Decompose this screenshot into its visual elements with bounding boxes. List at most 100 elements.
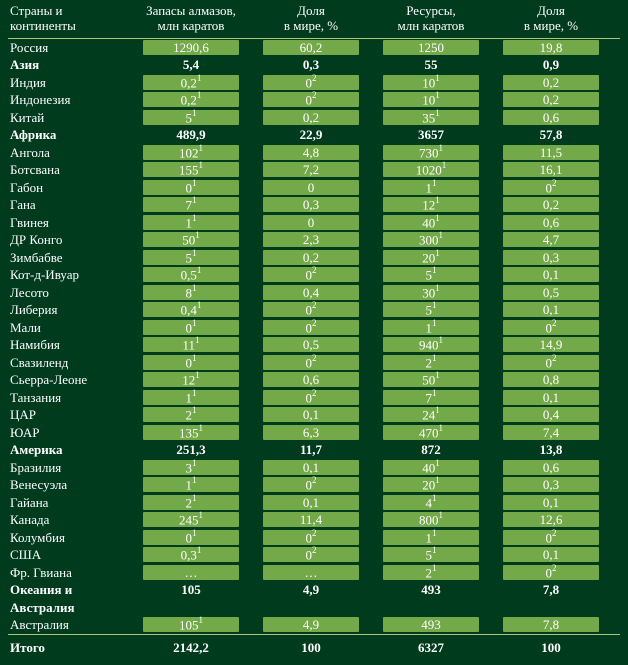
footnote-sup: 1 xyxy=(195,370,200,380)
footnote-sup: 1 xyxy=(199,143,204,153)
row-cell: 21 xyxy=(366,354,496,372)
table-row: Свазиленд01022102 xyxy=(8,354,620,372)
cell-value: 02 xyxy=(546,179,557,196)
cell-value: 1250 xyxy=(418,40,444,56)
cell-value: 21 xyxy=(426,354,437,371)
table-row: Океания и1054,94937,8 xyxy=(8,581,620,599)
row-cell: 3001 xyxy=(366,231,496,249)
cell-value: 5,4 xyxy=(183,57,199,73)
footnote-sup: 2 xyxy=(552,353,557,363)
row-cell: 0,21 xyxy=(126,74,256,92)
row-cell: 0,1 xyxy=(256,406,366,424)
cell-value: 11 xyxy=(426,179,437,196)
row-cell: 0,2 xyxy=(256,109,366,127)
row-cell: 71 xyxy=(366,389,496,407)
row-cell: 51 xyxy=(366,301,496,319)
row-label: Индия xyxy=(8,75,126,91)
row-cell: 7,8 xyxy=(496,616,606,634)
row-cell: 16,1 xyxy=(496,161,606,179)
row-cell: 4,7 xyxy=(496,231,606,249)
cell-value: 7,2 xyxy=(303,162,319,178)
row-cell: 0 xyxy=(256,214,366,232)
row-cell: 2451 xyxy=(126,511,256,529)
footnote-sup: 1 xyxy=(199,615,204,625)
footnote-sup: 2 xyxy=(312,528,317,538)
cell-value: 02 xyxy=(306,319,317,336)
footnote-sup: 1 xyxy=(199,160,204,170)
footnote-sup: 1 xyxy=(192,248,197,258)
table-row: Африка489,922,9365757,8 xyxy=(8,126,620,144)
footnote-sup: 1 xyxy=(435,283,440,293)
footnote-sup: 1 xyxy=(199,510,204,520)
row-cell: 22,9 xyxy=(256,126,366,144)
row-cell: 7,4 xyxy=(496,424,606,442)
row-cell: 0,4 xyxy=(496,406,606,424)
row-cell: 351 xyxy=(366,109,496,127)
footnote-sup: 1 xyxy=(432,528,437,538)
cell-value: 02 xyxy=(306,91,317,108)
footnote-sup: 1 xyxy=(435,73,440,83)
row-cell xyxy=(256,599,366,617)
row-cell: 7,8 xyxy=(496,581,606,599)
row-label: Либерия xyxy=(8,302,126,318)
row-label: Свазиленд xyxy=(8,355,126,371)
row-cell: 0,4 xyxy=(256,284,366,302)
row-cell: 0,2 xyxy=(496,91,606,109)
table-row: Австралия xyxy=(8,599,620,617)
row-cell: 01 xyxy=(126,529,256,547)
row-cell: 60,2 xyxy=(256,39,366,57)
footnote-sup: 1 xyxy=(195,335,200,345)
table-row: Австралия10514,94937,8 xyxy=(8,616,620,634)
footnote-sup: 1 xyxy=(432,545,437,555)
row-cell: 0,3 xyxy=(256,56,366,74)
cell-value: 0,2 xyxy=(543,75,559,91)
cell-value: 21 xyxy=(186,406,197,423)
row-cell: 1021 xyxy=(126,144,256,162)
row-cell: 121 xyxy=(366,196,496,214)
table-row: ЦАР210,12410,4 xyxy=(8,406,620,424)
table-row: Габон0101102 xyxy=(8,179,620,197)
cell-value: 11,7 xyxy=(300,442,322,458)
total-resources: 6327 xyxy=(366,639,496,657)
cell-value: 4701 xyxy=(419,424,443,441)
row-label: Африка xyxy=(8,127,126,143)
cell-value: 0,3 xyxy=(303,57,319,73)
row-label: Колумбия xyxy=(8,530,126,546)
row-label: Китай xyxy=(8,110,126,126)
header-share2: Доляв мире, % xyxy=(496,4,606,34)
cell-value: 51 xyxy=(186,249,197,266)
footnote-sup: 1 xyxy=(197,545,202,555)
footnote-sup: 1 xyxy=(432,318,437,328)
row-cell: 0,5 xyxy=(496,284,606,302)
footnote-sup: 1 xyxy=(439,230,444,240)
row-cell: 101 xyxy=(366,74,496,92)
row-cell: 10201 xyxy=(366,161,496,179)
row-label: Гайана xyxy=(8,495,126,511)
row-cell: 51 xyxy=(126,249,256,267)
row-cell xyxy=(126,599,256,617)
footnote-sup: 1 xyxy=(199,423,204,433)
row-cell: 21 xyxy=(126,494,256,512)
cell-value: 02 xyxy=(306,546,317,563)
footnote-sup: 1 xyxy=(435,475,440,485)
footnote-sup: 1 xyxy=(192,195,197,205)
row-cell xyxy=(496,599,606,617)
row-cell: 7301 xyxy=(366,144,496,162)
row-cell: 81 xyxy=(126,284,256,302)
footnote-sup: 1 xyxy=(442,160,447,170)
row-cell: 121 xyxy=(126,371,256,389)
cell-value: 01 xyxy=(186,319,197,336)
table-body: Россия1290,660,2125019,8Азия5,40,3550,9И… xyxy=(8,39,620,634)
cell-value: 51 xyxy=(426,546,437,563)
row-cell: 0,1 xyxy=(256,494,366,512)
cell-value: 02 xyxy=(306,74,317,91)
row-cell: 55 xyxy=(366,56,496,74)
row-cell: 872 xyxy=(366,441,496,459)
footnote-sup: 2 xyxy=(312,73,317,83)
cell-value: 401 xyxy=(422,459,440,476)
table-total-row: Итого 2142,2 100 6327 100 xyxy=(8,634,620,661)
row-cell: 71 xyxy=(126,196,256,214)
row-cell: 02 xyxy=(256,301,366,319)
footnote-sup: 2 xyxy=(312,475,317,485)
cell-value: 01 xyxy=(186,529,197,546)
